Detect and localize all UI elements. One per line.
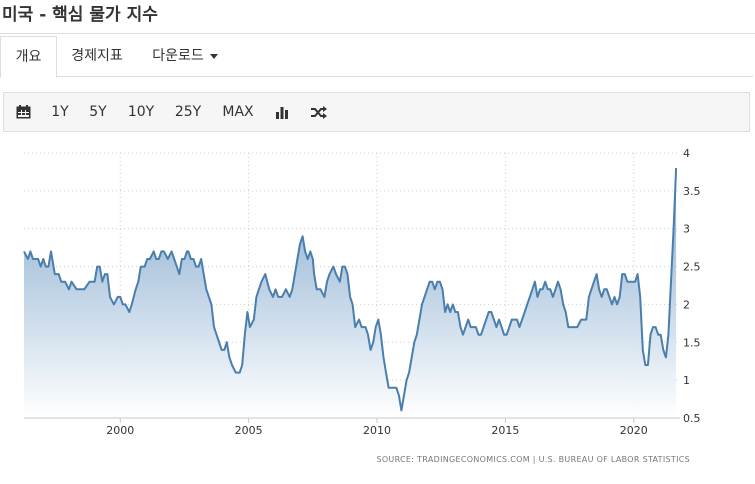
chart-toolbar: 1Y 5Y 10Y 25Y MAX xyxy=(3,92,750,132)
title-divider xyxy=(0,33,755,34)
caret-down-icon xyxy=(209,53,218,59)
y-tick-label: 4 xyxy=(683,147,690,160)
range-1y-button[interactable]: 1Y xyxy=(51,104,69,120)
area-fill xyxy=(24,168,677,418)
series-line xyxy=(23,168,678,412)
chart-area: 2000 2005 2010 2015 2020 0.5 1 1.5 2 2.5 3 3.5 4 SO… xyxy=(0,133,755,480)
x-tick-label: 2020 xyxy=(620,424,648,437)
tab-indicators-label: 경제지표 xyxy=(71,48,123,64)
shuffle-icon[interactable] xyxy=(306,93,332,131)
x-tick-label: 2010 xyxy=(363,424,391,437)
bar-chart-icon[interactable] xyxy=(270,93,294,131)
y-tick-label: 0.5 xyxy=(683,412,701,425)
x-tick-label: 2015 xyxy=(491,424,519,437)
core-cpi-chart: 2000 2005 2010 2015 2020 0.5 1 1.5 2 2.5 3 3.5 4 SO… xyxy=(23,147,701,464)
calendar-icon[interactable] xyxy=(10,93,36,131)
y-tick-label: 1 xyxy=(683,374,690,387)
y-tick-label: 1.5 xyxy=(683,336,701,349)
x-axis-ticks: 2000 2005 2010 2015 2020 xyxy=(106,418,648,437)
range-10y-button[interactable]: 10Y xyxy=(127,104,155,120)
y-tick-label: 2.5 xyxy=(683,261,701,274)
tab-bar: 개요 경제지표 다운로드 xyxy=(0,36,753,78)
x-tick-label: 2005 xyxy=(235,424,263,437)
y-tick-label: 3 xyxy=(683,223,690,236)
y-tick-label: 3.5 xyxy=(683,185,701,198)
tab-download-label: 다운로드 xyxy=(152,48,204,64)
tab-indicators[interactable]: 경제지표 xyxy=(60,36,134,76)
range-25y-button[interactable]: 25Y xyxy=(174,104,202,120)
y-axis-ticks: 0.5 1 1.5 2 2.5 3 3.5 4 xyxy=(683,147,701,425)
source-note: SOURCE: TRADINGECONOMICS.COM | U.S. BURE… xyxy=(376,455,690,464)
tab-overview[interactable]: 개요 xyxy=(0,36,57,78)
y-tick-label: 2 xyxy=(683,298,690,311)
tab-download[interactable]: 다운로드 xyxy=(142,36,228,76)
x-tick-label: 2000 xyxy=(106,424,134,437)
page-title: 미국 - 핵심 물가 지수 xyxy=(2,5,158,25)
range-5y-button[interactable]: 5Y xyxy=(89,104,107,120)
range-max-button[interactable]: MAX xyxy=(222,104,254,120)
tab-overview-label: 개요 xyxy=(15,49,42,65)
